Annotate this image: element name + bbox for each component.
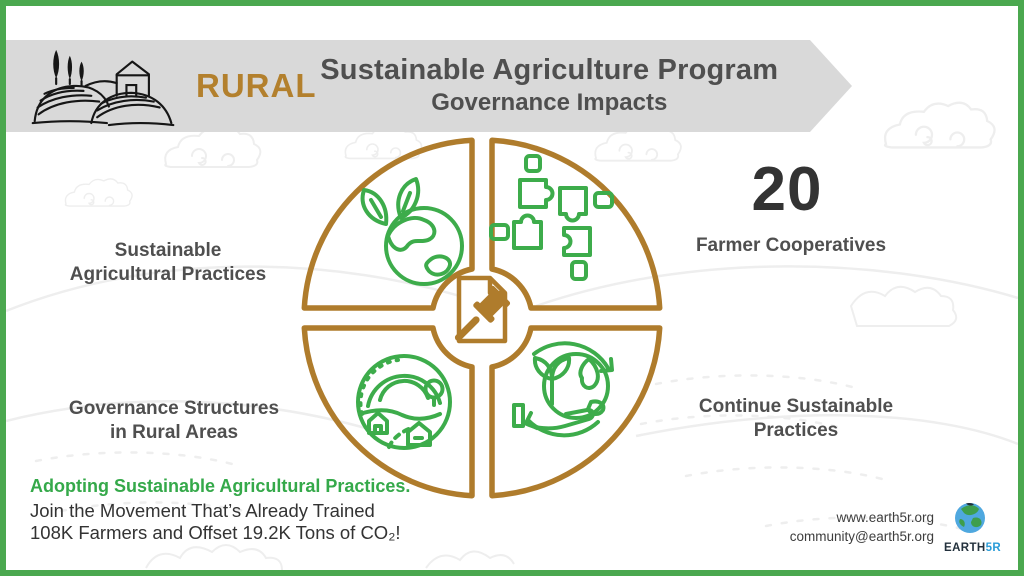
sustainability-cycle-icon bbox=[512, 341, 614, 438]
puzzle-cooperation-icon bbox=[489, 154, 614, 281]
earth-globe-icon bbox=[955, 502, 985, 533]
quadrant-rings bbox=[301, 137, 663, 499]
program-tag: RURAL bbox=[196, 67, 317, 104]
earth-leaves-icon bbox=[360, 177, 464, 286]
page-title: Sustainable Agriculture Program bbox=[320, 54, 779, 87]
email-link[interactable]: community@earth5r.org bbox=[789, 528, 934, 544]
quadrant-diagram bbox=[301, 137, 663, 499]
brand-earth: EARTH bbox=[944, 542, 986, 554]
earth5r-logo: EARTH5R bbox=[944, 501, 1001, 554]
cta-headline: Adopting Sustainable Agricultural Practi… bbox=[30, 476, 411, 497]
brand-5r: 5R bbox=[985, 542, 1002, 554]
document-gavel-icon bbox=[454, 275, 511, 344]
banner-titles: Sustainable Agriculture Program Governan… bbox=[316, 55, 782, 116]
footer-links: www.earth5r.org community@earth5r.org bbox=[790, 509, 934, 547]
website-link[interactable]: www.earth5r.org bbox=[836, 509, 934, 525]
stat-farmer-cooperatives-value: 20 bbox=[751, 155, 823, 224]
callout-governance-structures: Governance Structures in Rural Areas bbox=[68, 398, 280, 443]
cta-line-1: Join the Movement That’s Already Trained bbox=[30, 499, 375, 521]
callout-continue-practices: Continue Sustainable Practices bbox=[698, 396, 894, 441]
stat-farmer-cooperatives-label: Farmer Cooperatives bbox=[695, 235, 887, 256]
farm-fields-icon bbox=[30, 45, 178, 127]
cta-line-2: 108K Farmers and Offset 19.2K Tons of CO… bbox=[30, 521, 401, 543]
brand-text: EARTH5R bbox=[944, 542, 1001, 554]
rural-landscape-icon bbox=[356, 354, 452, 450]
footer: www.earth5r.org community@earth5r.org EA… bbox=[790, 501, 1001, 554]
header-banner: RURAL Sustainable Agriculture Program Go… bbox=[6, 40, 852, 132]
page-subtitle: Governance Impacts bbox=[431, 89, 668, 117]
callout-sustainable-practices: Sustainable Agricultural Practices bbox=[69, 240, 267, 285]
call-to-action: Adopting Sustainable Agricultural Practi… bbox=[30, 476, 410, 544]
